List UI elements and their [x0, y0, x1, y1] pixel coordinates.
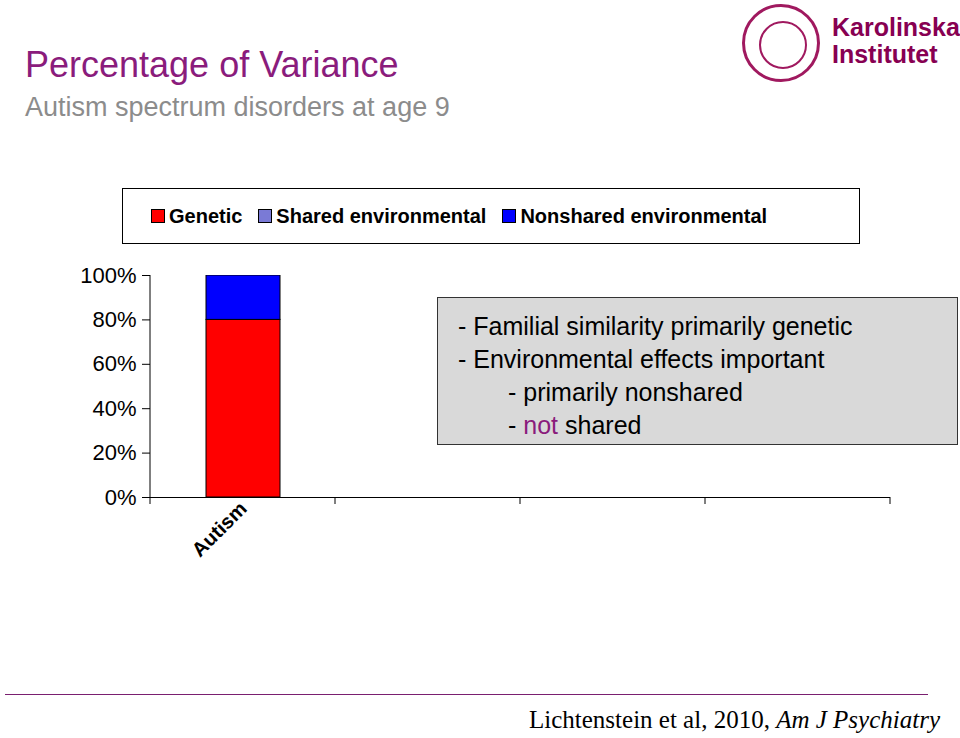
html-text:Shared environmental: Shared environmental: [276, 204, 487, 227]
html-text:- not shared: - not shared: [508, 411, 642, 439]
svg-text:0%: 0%: [105, 485, 137, 510]
html-text:- Environmental effects import: - Environmental effects important: [458, 345, 825, 373]
html-text:Karolinska: Karolinska: [832, 13, 960, 41]
svg-text:80%: 80%: [92, 307, 136, 332]
svg-text:60%: 60%: [92, 351, 136, 376]
html-text:Autism spectrum disorders at a: Autism spectrum disorders at age 9: [25, 92, 450, 122]
html-text:Institutet: Institutet: [832, 40, 938, 68]
html-text:- primarily nonshared: - primarily nonshared: [508, 378, 743, 406]
html-text:Nonshared environmental: Nonshared environmental: [520, 204, 768, 227]
html-text:Lichtenstein et al, 2010, Am J: Lichtenstein et al, 2010, Am J Psychiatr…: [529, 706, 940, 733]
html-text:Genetic: Genetic: [169, 204, 243, 227]
svg-text:Autism: Autism: [187, 497, 250, 560]
svg-text:40%: 40%: [92, 396, 136, 421]
html-text:- Familial similarity primaril: - Familial similarity primarily genetic: [458, 312, 853, 340]
svg-text:20%: 20%: [92, 440, 136, 465]
svg-text:100%: 100%: [80, 263, 136, 288]
html-text:Percentage of Variance: Percentage of Variance: [25, 44, 399, 85]
